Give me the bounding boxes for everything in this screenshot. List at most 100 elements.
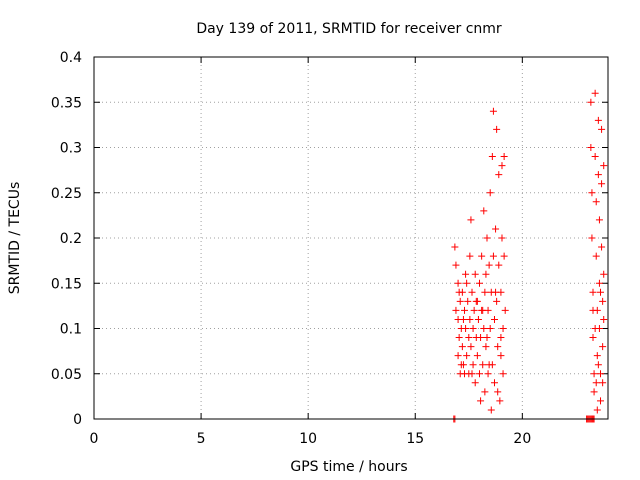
data-point: [589, 288, 597, 296]
data-point: [495, 171, 503, 179]
data-point: [489, 107, 497, 115]
data-point: [462, 270, 470, 278]
grid: [94, 57, 608, 419]
data-point: [465, 334, 473, 342]
data-point: [469, 361, 477, 369]
data-point: [485, 261, 493, 269]
axis-ticks: 0 5 10 15 20 0 0.05 0.1 0.15 0.2 0.25 0.3 0.35 0.4: [51, 50, 608, 447]
data-point: [591, 153, 599, 161]
data-point: [500, 153, 508, 161]
data-point: [497, 334, 505, 342]
data-point: [592, 379, 600, 387]
data-point: [490, 315, 498, 323]
data-point: [494, 388, 502, 396]
data-point: [482, 343, 490, 351]
data-point: [452, 261, 460, 269]
data-point: [452, 306, 460, 314]
data-point: [597, 288, 605, 296]
data-point: [498, 162, 506, 170]
data-point: [472, 297, 480, 305]
data-point: [594, 116, 602, 124]
data-point: [454, 352, 462, 360]
data-point: [592, 198, 600, 206]
data-point: [595, 279, 603, 287]
y-tick-label: 0.05: [51, 367, 82, 383]
data-point: [599, 297, 607, 305]
data-point: [476, 279, 483, 287]
data-point: [587, 98, 595, 106]
data-point: [593, 352, 601, 360]
data-point: [599, 379, 607, 387]
data-point: [600, 315, 608, 323]
data-point: [499, 370, 507, 378]
data-point: [590, 388, 598, 396]
data-point: [471, 379, 479, 387]
y-axis-label: SRMTID / TECUs: [7, 182, 23, 295]
data-point: [589, 334, 597, 342]
plot-frame: [93, 56, 609, 420]
data-point: [455, 334, 463, 342]
data-point: [492, 225, 500, 233]
data-point: [593, 406, 601, 414]
data-point: [597, 370, 605, 378]
data-point: [501, 306, 509, 314]
data-point: [500, 252, 508, 260]
data-point: [470, 306, 478, 314]
y-tick-label: 0.35: [51, 95, 82, 111]
data-point: [497, 352, 505, 360]
data-point: [469, 325, 477, 332]
data-point: [591, 325, 599, 332]
data-point: [598, 125, 606, 133]
data-point: [466, 252, 474, 260]
data-point: [478, 252, 486, 260]
data-point: [594, 361, 602, 369]
data-point: [600, 270, 608, 278]
data-point: [587, 144, 595, 151]
data-point: [461, 306, 469, 314]
data-point: [480, 325, 488, 332]
y-tick-label: 0.2: [60, 231, 82, 247]
x-tick-label: 0: [90, 431, 99, 447]
data-point: [588, 189, 596, 197]
data-point: [457, 361, 465, 369]
data-point: [484, 370, 492, 378]
y-tick-label: 0.15: [51, 276, 82, 292]
data-point: [597, 397, 605, 405]
data-point: [598, 243, 606, 251]
data-point: [474, 315, 482, 323]
data-point: [464, 297, 472, 305]
data-point: [451, 243, 459, 251]
data-point: [479, 306, 487, 314]
data-point: [600, 162, 608, 170]
data-point: [462, 325, 470, 332]
data-point: [499, 325, 507, 332]
x-tick-label: 15: [406, 431, 424, 447]
data-point: [488, 153, 496, 161]
data-point: [485, 361, 493, 369]
data-point: [480, 207, 488, 215]
data-point: [486, 189, 494, 197]
data-point: [591, 89, 599, 97]
data-point: [471, 270, 479, 278]
data-point: [477, 397, 485, 405]
data-point: [467, 216, 475, 224]
data-point: [594, 171, 602, 179]
data-point: [463, 352, 471, 360]
data-point: [483, 234, 491, 242]
data-point: [467, 343, 475, 351]
data-point: [588, 234, 596, 242]
data-point: [494, 343, 502, 351]
chart-title: Day 139 of 2011, SRMTID for receiver cnm…: [196, 21, 502, 37]
data-point: [489, 252, 497, 260]
data-point: [468, 288, 476, 296]
data-point: [599, 343, 607, 351]
x-tick-label: 10: [299, 431, 317, 447]
y-tick-label: 0.25: [51, 186, 82, 202]
data-point: [487, 406, 495, 414]
data-point: [498, 234, 506, 242]
data-point: [479, 361, 487, 369]
y-tick-label: 0: [73, 412, 82, 428]
data-point: [463, 279, 471, 287]
data-point: [592, 252, 600, 260]
data-point: [473, 352, 481, 360]
